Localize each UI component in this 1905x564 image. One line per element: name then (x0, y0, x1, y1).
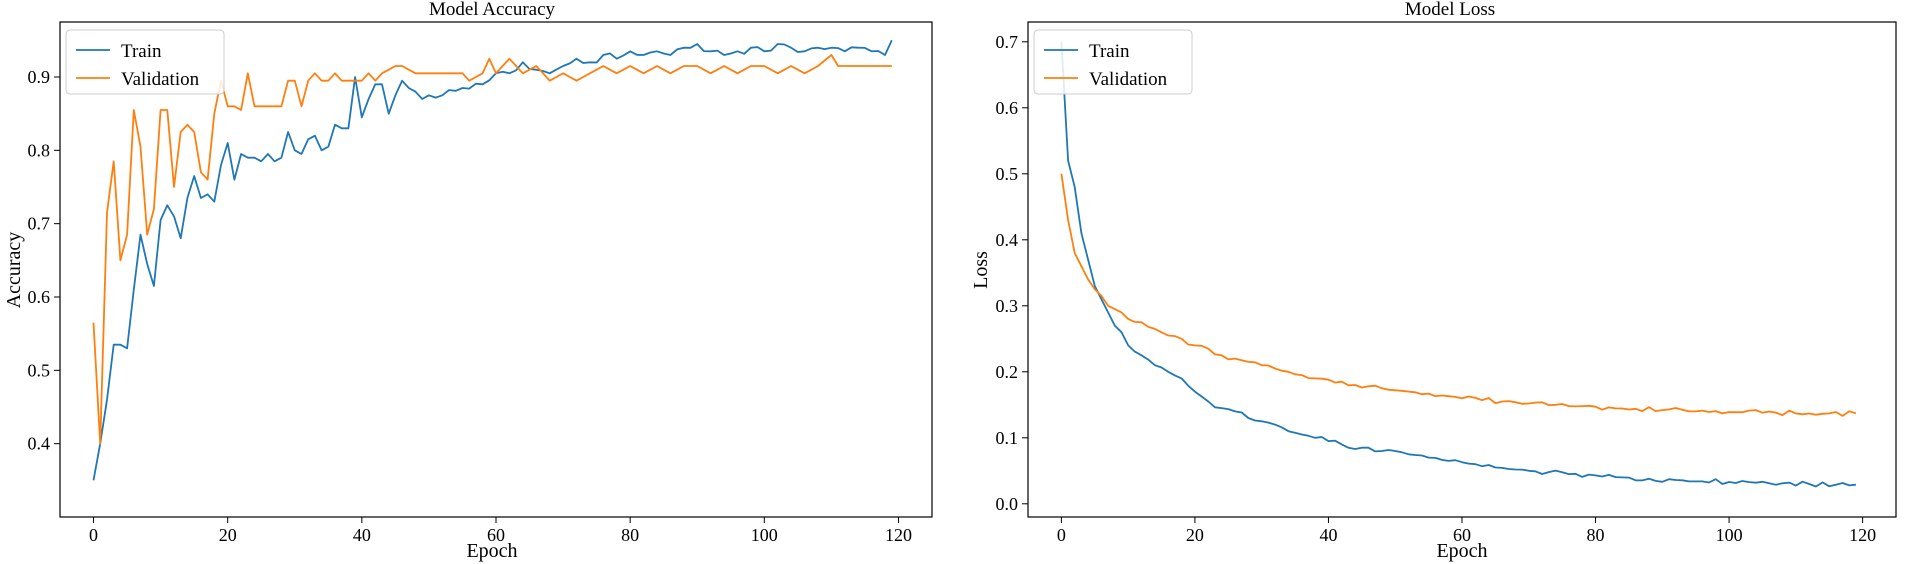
loss-y-tick-label: 0.4 (996, 230, 1019, 250)
accuracy-y-ticks: 0.4 0.5 0.6 0.7 0.8 0.9 (28, 67, 60, 454)
loss-legend: Train Validation (1033, 29, 1193, 95)
loss-y-axis-label: Loss (970, 251, 992, 289)
accuracy-y-tick-label: 0.4 (28, 434, 51, 454)
accuracy-y-axis-label: Accuracy (3, 232, 25, 309)
loss-legend-train-label: Train (1089, 41, 1130, 62)
accuracy-y-tick-label: 0.5 (28, 360, 51, 380)
loss-chart-title: Model Loss (1405, 0, 1495, 20)
accuracy-y-tick-label: 0.7 (28, 214, 51, 234)
accuracy-legend-validation-label: Validation (121, 69, 200, 90)
loss-x-tick-label: 100 (1716, 525, 1743, 545)
loss-y-tick-label: 0.2 (996, 362, 1019, 382)
accuracy-series-validation-line (92, 54, 892, 445)
loss-x-tick-label: 20 (1186, 525, 1204, 545)
loss-y-ticks: 0.0 0.1 0.2 0.3 0.4 0.5 0.6 0.7 (996, 32, 1028, 514)
accuracy-y-tick-label: 0.9 (28, 67, 51, 87)
accuracy-x-ticks: 0 20 40 60 80 100 120 (89, 517, 912, 545)
loss-y-tick-label: 0.6 (996, 98, 1019, 118)
accuracy-x-axis-label: Epoch (466, 540, 517, 562)
loss-x-axis-label: Epoch (1436, 540, 1487, 562)
accuracy-series-lines (92, 39, 893, 481)
accuracy-y-tick-label: 0.8 (28, 140, 51, 160)
loss-series-validation-line (1060, 173, 1857, 417)
loss-x-tick-label: 40 (1319, 525, 1337, 545)
accuracy-chart: Model Accuracy 0 20 40 60 80 100 120 0.4 0.5 0.6… (3, 0, 933, 562)
loss-plot-frame (1027, 21, 1897, 518)
loss-y-tick-label: 0.0 (996, 494, 1019, 514)
loss-series-lines (1060, 41, 1857, 488)
accuracy-x-tick-label: 120 (885, 525, 912, 545)
loss-x-tick-label: 80 (1587, 525, 1605, 545)
loss-x-tick-label: 120 (1849, 525, 1876, 545)
loss-x-tick-label: 60 (1453, 525, 1471, 545)
loss-y-tick-label: 0.1 (996, 428, 1019, 448)
accuracy-y-tick-label: 0.6 (28, 287, 51, 307)
accuracy-legend-train-label: Train (121, 41, 162, 62)
accuracy-x-tick-label: 0 (89, 525, 98, 545)
accuracy-x-tick-label: 100 (751, 525, 778, 545)
loss-x-ticks: 0 20 40 60 80 100 120 (1057, 517, 1876, 545)
loss-series-train-line (1060, 41, 1856, 488)
loss-chart: Model Loss 0 20 40 60 80 100 120 0.00.10.20.30… (970, 0, 1897, 562)
loss-legend-validation-label: Validation (1089, 69, 1168, 90)
accuracy-plot-frame (59, 21, 933, 518)
accuracy-x-tick-label: 40 (353, 525, 371, 545)
accuracy-x-tick-label: 60 (487, 525, 505, 545)
accuracy-x-tick-label: 80 (621, 525, 639, 545)
loss-x-tick-label: 0 (1057, 525, 1066, 545)
accuracy-chart-title: Model Accuracy (429, 0, 556, 20)
accuracy-x-tick-label: 20 (219, 525, 237, 545)
accuracy-series-train-line (92, 39, 893, 481)
loss-y-tick-label: 0.5 (996, 164, 1019, 184)
accuracy-legend: Train Validation (65, 29, 225, 95)
loss-y-tick-label: 0.7 (996, 32, 1019, 52)
loss-y-tick-label: 0.3 (996, 296, 1019, 316)
